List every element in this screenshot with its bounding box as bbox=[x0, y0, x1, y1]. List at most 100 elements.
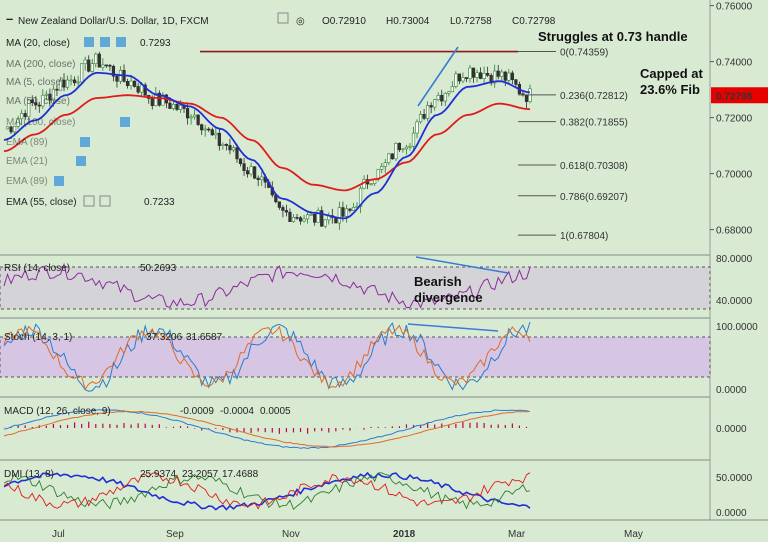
fib-retracement[interactable]: 0(0.74359) 0.236(0.72812) 0.382(0.71855) 0.… bbox=[518, 48, 628, 243]
candle-body bbox=[450, 86, 454, 93]
faint-legend[interactable]: EMA (89) bbox=[6, 137, 48, 148]
fib-level-label: 0.382(0.71855) bbox=[560, 118, 628, 129]
legend-button-row[interactable] bbox=[54, 117, 130, 186]
candle-body bbox=[447, 91, 451, 94]
candle-body bbox=[408, 145, 412, 148]
faint-legend[interactable]: MA (5, close) bbox=[6, 77, 64, 88]
stoch-k-line[interactable] bbox=[3, 321, 531, 392]
price-axis-area[interactable] bbox=[710, 0, 768, 542]
ema55-label[interactable]: EMA (55, close) bbox=[6, 197, 77, 208]
ema55-settings-icon[interactable] bbox=[83, 195, 95, 207]
macd-hist-value: -0.0009 bbox=[180, 406, 214, 417]
ohlc-high: H0.73004 bbox=[386, 16, 430, 27]
stoch-k-value: 37.3206 bbox=[146, 332, 183, 343]
candle-body bbox=[23, 113, 27, 117]
eye-icon[interactable]: ◎ bbox=[296, 16, 305, 27]
time-tick: Nov bbox=[282, 529, 300, 540]
candle-body bbox=[404, 146, 409, 150]
dmi-legend: DMI (13, 8) 25.9374 23.2057 17.4688 bbox=[4, 469, 259, 480]
rsi-tick: 80.0000 bbox=[716, 254, 753, 265]
dmi-adx-line[interactable] bbox=[3, 471, 531, 511]
annotation-divergence-2: divergence bbox=[414, 290, 483, 305]
candle-body bbox=[380, 166, 384, 170]
ma20-value: 0.7293 bbox=[140, 38, 171, 49]
dmi-plus-line[interactable] bbox=[3, 472, 531, 510]
candle-body bbox=[288, 211, 292, 222]
ema55-line[interactable] bbox=[3, 94, 531, 192]
ema55-eye-icon[interactable] bbox=[99, 195, 111, 207]
stoch-d-line[interactable] bbox=[3, 324, 531, 391]
candle-body bbox=[443, 93, 447, 102]
candle-body bbox=[150, 98, 154, 106]
candle-body bbox=[341, 207, 345, 217]
symbol-title: New Zealand Dollar/U.S. Dollar, 1D, FXCM bbox=[18, 16, 209, 27]
candle-body bbox=[97, 53, 101, 68]
candle-body bbox=[203, 128, 207, 131]
macd-line[interactable] bbox=[3, 409, 531, 450]
candle-body bbox=[133, 80, 137, 87]
faint-legend[interactable]: MA (200, close) bbox=[6, 59, 75, 70]
candle-body bbox=[171, 103, 176, 109]
candle-body bbox=[524, 94, 529, 102]
candle-body bbox=[210, 129, 214, 136]
candle-body bbox=[200, 124, 204, 131]
candle-body bbox=[65, 79, 70, 88]
candle-body bbox=[387, 153, 391, 163]
rsi-line[interactable] bbox=[3, 262, 531, 309]
candle-body bbox=[34, 102, 38, 106]
candle-body bbox=[440, 95, 444, 102]
candle-body bbox=[510, 72, 514, 80]
candle-body bbox=[503, 71, 507, 81]
stoch-tick: 100.0000 bbox=[716, 322, 758, 333]
stoch-d-value: 31.6587 bbox=[186, 332, 223, 343]
ma20-close-icon[interactable] bbox=[116, 37, 126, 47]
candle-body bbox=[27, 99, 31, 117]
candle-body bbox=[291, 217, 296, 222]
candle-body bbox=[302, 218, 306, 222]
ma20-settings-icon[interactable] bbox=[84, 37, 94, 47]
trend-line[interactable] bbox=[417, 46, 459, 107]
stoch-trend-line[interactable] bbox=[407, 323, 499, 332]
time-axis[interactable]: Jul Sep Nov 2018 Mar May bbox=[52, 529, 643, 540]
macd-signal-value: 0.0005 bbox=[260, 406, 291, 417]
candle-body bbox=[281, 207, 285, 211]
candle-body bbox=[111, 65, 116, 77]
candle-body bbox=[493, 70, 497, 84]
candle-body bbox=[129, 80, 133, 86]
candle-body bbox=[249, 166, 253, 175]
candle-body bbox=[231, 147, 236, 151]
candle-body bbox=[358, 187, 363, 207]
settings-icon[interactable] bbox=[277, 12, 289, 24]
candle-body bbox=[12, 125, 17, 133]
candle-body bbox=[433, 99, 437, 108]
svg-text:–: – bbox=[6, 11, 13, 26]
faint-legend[interactable]: MA (50, close) bbox=[6, 96, 70, 107]
ma20-label[interactable]: MA (20, close) bbox=[6, 38, 70, 49]
dmi-minus-value: 17.4688 bbox=[222, 469, 259, 480]
macd-label[interactable]: MACD (12, 26, close, 9) bbox=[4, 406, 111, 417]
candle-body bbox=[482, 73, 486, 79]
ma20-eye-icon[interactable] bbox=[100, 37, 110, 47]
dmi-minus-line[interactable] bbox=[3, 472, 531, 510]
faint-legend[interactable]: EMA (89) bbox=[6, 176, 48, 187]
price-axis[interactable]: 0.76000 0.74000 0.72000 0.70000 0.68000 bbox=[710, 2, 753, 237]
candle-body bbox=[217, 132, 221, 146]
price-pane[interactable] bbox=[3, 51, 532, 230]
ma20-line[interactable] bbox=[3, 72, 531, 220]
rsi-label[interactable]: RSI (14, close) bbox=[4, 263, 70, 274]
stoch-tick: 0.0000 bbox=[716, 385, 747, 396]
stoch-label[interactable]: Stoch (14, 3, 1) bbox=[4, 332, 72, 343]
rsi-trend-line[interactable] bbox=[415, 256, 509, 274]
macd-signal-line[interactable] bbox=[3, 410, 531, 448]
faint-legend[interactable]: EMA (21) bbox=[6, 156, 48, 167]
candle-body bbox=[397, 142, 401, 151]
indicator-panes[interactable] bbox=[3, 262, 531, 511]
candle-body bbox=[143, 84, 147, 96]
faint-legend[interactable]: MA (100, close) bbox=[6, 117, 75, 128]
rsi-band bbox=[0, 266, 711, 310]
candle-body bbox=[394, 142, 398, 160]
candle-body bbox=[44, 93, 48, 96]
candle-body bbox=[436, 95, 440, 101]
dmi-label[interactable]: DMI (13, 8) bbox=[4, 469, 54, 480]
